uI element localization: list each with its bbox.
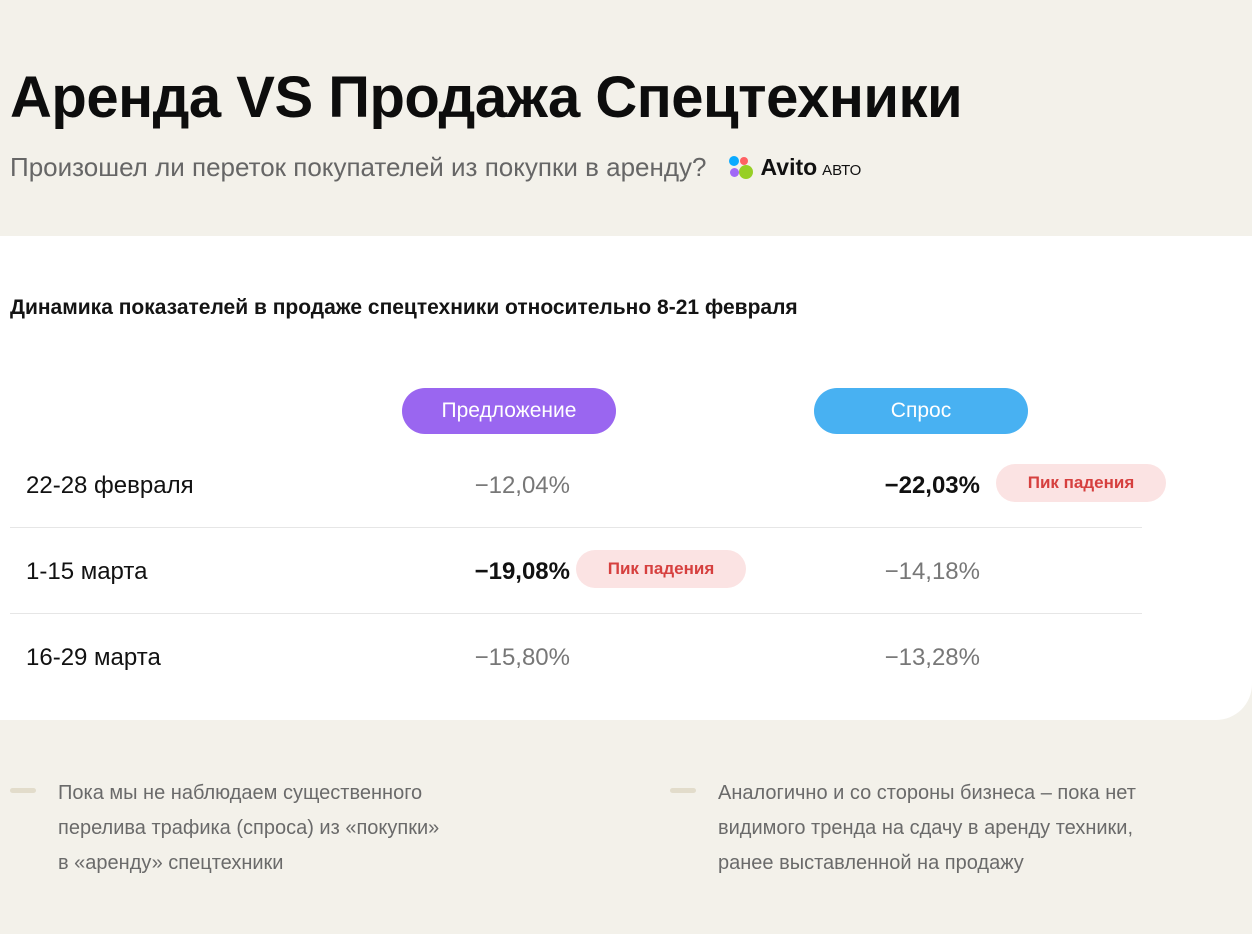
table-row: 22-28 февраля −12,04% −22,03% Пик падени… bbox=[10, 442, 1166, 528]
peak-decline-badge: Пик падения bbox=[996, 464, 1166, 502]
page-subtitle: Произошел ли переток покупателей из поку… bbox=[10, 152, 707, 182]
row-period: 22-28 февраля bbox=[26, 472, 194, 499]
note-text: Пока мы не наблюдаем существенного перели… bbox=[58, 782, 440, 874]
dash-icon bbox=[10, 788, 36, 793]
row-period: 1-15 марта bbox=[26, 558, 148, 585]
table-row: 1-15 марта −19,08% Пик падения −14,18% bbox=[10, 528, 1142, 614]
demand-value: −22,03% bbox=[884, 472, 980, 499]
note-2: Аналогично и со стороны бизнеса – пока н… bbox=[670, 776, 1136, 881]
page-title: Аренда VS Продажа Спецтехники bbox=[10, 65, 963, 130]
subtitle-row: Произошел ли переток покупателей из поку… bbox=[10, 152, 861, 183]
demand-column-header: Спрос bbox=[814, 388, 1028, 434]
supply-column-header: Предложение bbox=[402, 388, 616, 434]
supply-value: −12,04% bbox=[474, 472, 570, 499]
dash-icon bbox=[670, 788, 696, 793]
row-period: 16-29 марта bbox=[26, 644, 161, 671]
avito-dots-icon bbox=[728, 155, 755, 180]
note-text: Аналогично и со стороны бизнеса – пока н… bbox=[718, 782, 1136, 874]
table-title: Динамика показателей в продаже спецтехни… bbox=[10, 296, 798, 319]
avito-auto-logo: Avito АВТО bbox=[728, 154, 862, 181]
data-card: Динамика показателей в продаже спецтехни… bbox=[0, 236, 1252, 720]
logo-sub-text: АВТО bbox=[822, 161, 862, 179]
supply-value: −15,80% bbox=[474, 644, 570, 671]
peak-decline-badge: Пик падения bbox=[576, 550, 746, 588]
logo-brand-text: Avito bbox=[760, 154, 818, 180]
table-row: 16-29 марта −15,80% −13,28% bbox=[10, 614, 1142, 700]
note-1: Пока мы не наблюдаем существенного перели… bbox=[10, 776, 439, 881]
supply-value: −19,08% bbox=[474, 558, 570, 585]
demand-value: −13,28% bbox=[884, 644, 980, 671]
demand-value: −14,18% bbox=[884, 558, 980, 585]
